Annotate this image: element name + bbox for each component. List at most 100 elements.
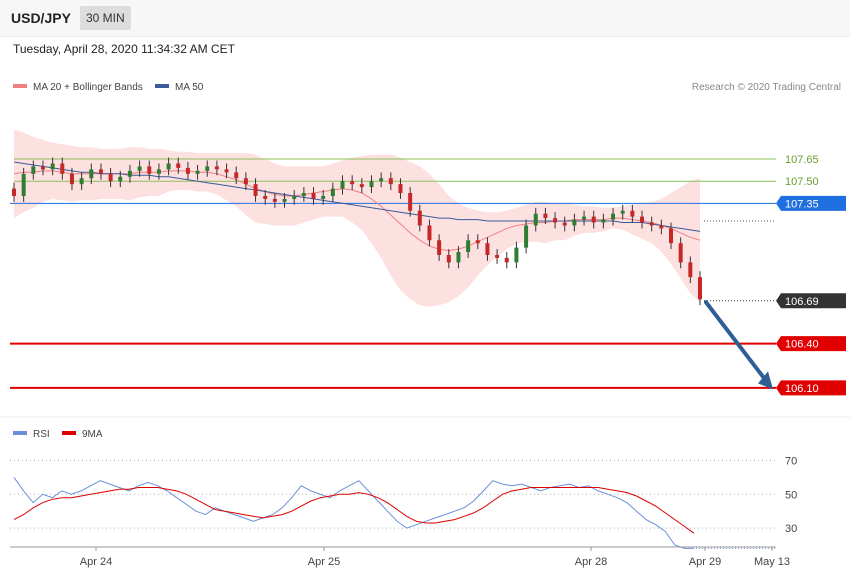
candle-body (98, 169, 103, 174)
candle-body (659, 225, 664, 229)
credit-text: Research © 2020 Trading Central (692, 82, 841, 93)
candle-body (89, 169, 94, 179)
price-tag-106-69: 106.69 (776, 293, 846, 309)
candle-body (137, 166, 142, 171)
legend-label-ma20: MA 20 + Bollinger Bands (33, 82, 143, 93)
candle-body (466, 240, 471, 253)
candle-body (185, 167, 190, 174)
price-candles (12, 157, 702, 306)
candle-body (118, 176, 123, 182)
rsi-line-9ma (13, 487, 695, 534)
price-tag-label: 106.10 (785, 383, 819, 395)
candle-body (591, 216, 596, 223)
candle-body (243, 178, 248, 185)
candle-body (514, 247, 519, 263)
candle-body (630, 210, 635, 217)
rsi-legend: RSI 9MA (13, 429, 103, 440)
candle-body (253, 184, 258, 196)
chart-datetime: Tuesday, April 28, 2020 11:34:32 AM CET (13, 42, 235, 56)
candle-body (524, 225, 529, 248)
candle-body (640, 216, 645, 223)
candle-body (582, 216, 587, 220)
price-tag-bg (776, 336, 846, 352)
candle-body (69, 173, 74, 185)
candle-body (388, 178, 393, 185)
candle-body (369, 181, 374, 188)
candle-body (12, 188, 16, 196)
candle-body (127, 170, 132, 177)
candle-body (21, 173, 26, 196)
forecast-arrow (704, 300, 773, 390)
rsi-levels: 70 50 30 (10, 455, 797, 549)
candle-body (485, 243, 490, 255)
candle-body (234, 172, 239, 179)
candle-body (678, 243, 683, 263)
candle-body (495, 255, 500, 258)
candle-body (620, 210, 625, 214)
bollinger-bands (14, 129, 700, 307)
price-tag-bg (776, 380, 846, 396)
candle-body (147, 166, 152, 174)
candle-body (50, 163, 55, 170)
candle-body (205, 166, 210, 171)
price-tag-label: 106.69 (785, 296, 819, 308)
x-axis: Apr 24 Apr 25 Apr 28 Apr 29 May 13 (80, 547, 790, 568)
price-tag-bg (776, 195, 846, 211)
price-tag-107-35: 107.35 (776, 195, 846, 211)
candle-body (611, 213, 616, 220)
candle-body (176, 163, 181, 168)
candle-body (446, 255, 451, 263)
legend-swatch-rsi (13, 431, 27, 435)
level-label-107-65: 107.65 (785, 154, 819, 166)
candle-body (282, 198, 287, 202)
price-tag-bg (776, 293, 846, 309)
candle-body (350, 181, 355, 185)
candle-body (688, 262, 693, 278)
rsi-level-label-70: 70 (785, 455, 797, 467)
candle-body (562, 222, 567, 226)
candle-body (533, 213, 538, 226)
candle-body (398, 184, 403, 193)
bollinger-band-area (14, 129, 700, 307)
instrument-symbol: USD/JPY (11, 10, 71, 26)
rsi-line-rsi (13, 477, 694, 549)
candle-body (79, 178, 84, 185)
rsi-level-label-30: 30 (785, 523, 797, 535)
candle-body (379, 178, 384, 182)
candle-body (601, 219, 606, 223)
candle-body (301, 193, 306, 196)
price-tag-106-40: 106.40 (776, 336, 846, 352)
price-tag-label: 107.35 (785, 198, 819, 210)
candle-body (543, 213, 548, 219)
candle-body (40, 166, 45, 170)
candle-body (504, 257, 509, 263)
price-levels (10, 158, 776, 389)
candle-body (437, 240, 442, 255)
candle-body (475, 240, 480, 244)
candle-body (195, 170, 200, 174)
legend-swatch-ma20 (13, 84, 27, 88)
candle-body (698, 277, 702, 300)
candle-body (417, 210, 422, 226)
timeframe-badge[interactable]: 30 MIN (80, 6, 131, 30)
x-tick-label: Apr 28 (575, 556, 607, 568)
candle-body (456, 252, 461, 263)
x-tick-label: May 13 (754, 556, 790, 568)
legend-swatch-ma50 (155, 84, 169, 88)
legend-label-ma50: MA 50 (175, 82, 204, 93)
candle-body (669, 228, 674, 244)
candle-body (263, 195, 268, 199)
candle-body (408, 193, 413, 211)
arrow-shaft (704, 300, 767, 382)
x-tick-label: Apr 24 (80, 556, 112, 568)
candle-body (311, 193, 316, 199)
legend-label-rsi: RSI (33, 429, 50, 440)
candle-body (321, 195, 326, 199)
candle-body (427, 225, 432, 241)
rsi-lines (13, 477, 695, 549)
candle-body (60, 163, 65, 174)
price-tag-106-10: 106.10 (776, 380, 846, 396)
legend-label-9ma: 9MA (82, 429, 103, 440)
price-tag-label: 106.40 (785, 339, 819, 351)
